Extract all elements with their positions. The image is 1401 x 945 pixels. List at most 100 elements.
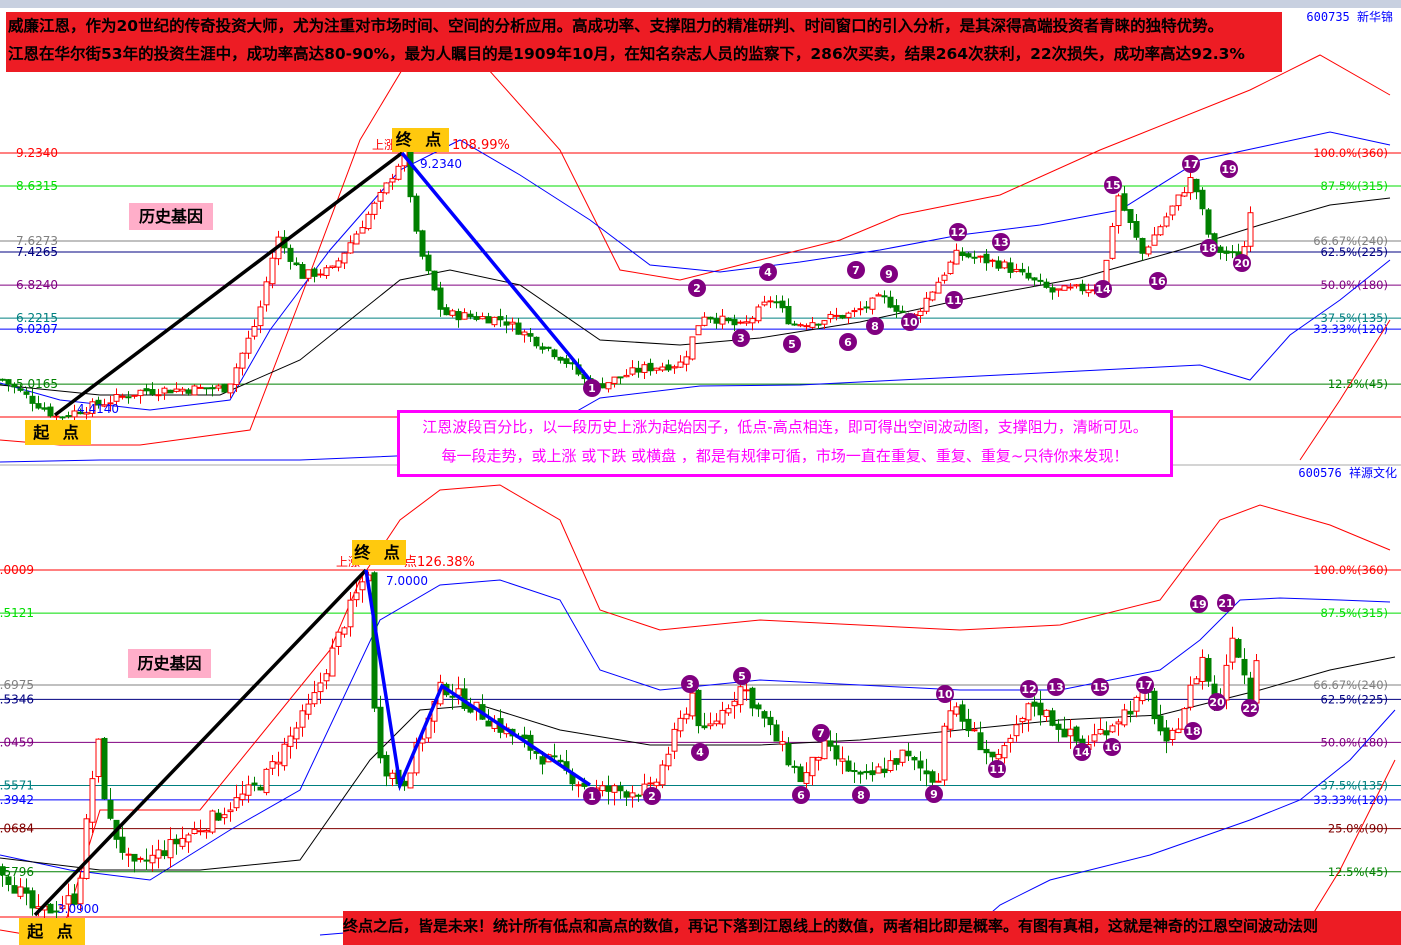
candle-body xyxy=(1187,684,1194,708)
candle-body xyxy=(269,761,276,769)
panel-bottom: 7.0009 100.0%(360) 6.5121 87.5%(315) 5.6975 6… xyxy=(0,484,1401,941)
candle-body xyxy=(881,295,888,298)
candlestick xyxy=(323,669,330,690)
candle-body xyxy=(1139,237,1146,254)
marker-number: 6 xyxy=(844,336,852,349)
candle-body xyxy=(353,233,360,245)
candlestick xyxy=(1229,626,1236,670)
candle-body xyxy=(131,394,138,397)
candlestick xyxy=(665,746,672,771)
candle-body xyxy=(1091,734,1098,742)
candlestick xyxy=(743,315,750,326)
candlestick xyxy=(431,270,438,292)
marker-number: 9 xyxy=(930,788,938,801)
wave-point-marker: 5 xyxy=(783,335,801,353)
marker-circle xyxy=(812,724,830,742)
candle-body xyxy=(59,905,66,910)
candlestick xyxy=(1055,719,1062,742)
candle-body xyxy=(647,782,654,785)
candlestick xyxy=(29,887,36,916)
candlestick xyxy=(1133,213,1140,241)
candlestick xyxy=(125,391,132,404)
candle-body xyxy=(785,743,792,766)
candle-body xyxy=(959,251,966,257)
candle-body xyxy=(665,753,672,767)
candlestick xyxy=(1139,237,1146,261)
candlestick xyxy=(1169,205,1176,221)
marker-number: 4 xyxy=(764,266,772,279)
candle-body xyxy=(1001,261,1008,269)
candlestick xyxy=(1037,690,1044,726)
candlestick xyxy=(521,329,528,343)
candle-body xyxy=(677,717,684,732)
candlestick xyxy=(281,737,288,771)
candlestick xyxy=(791,320,798,326)
candle-body xyxy=(701,316,708,326)
candlestick xyxy=(209,384,216,397)
candle-body xyxy=(245,784,252,796)
candle-body xyxy=(1193,678,1200,685)
candle-body xyxy=(1121,193,1128,211)
wave-point-marker: 14 xyxy=(1073,743,1091,761)
candlestick xyxy=(611,376,618,388)
candlestick xyxy=(1217,244,1224,260)
candlestick xyxy=(599,781,606,797)
candle-body xyxy=(173,388,180,392)
level-price-label: 6.8240 xyxy=(16,278,58,292)
candle-body xyxy=(131,853,138,862)
candle-body xyxy=(929,291,936,301)
candle-body xyxy=(359,581,366,591)
candlestick xyxy=(1007,257,1014,279)
candle-body xyxy=(659,764,666,786)
candle-body xyxy=(545,346,552,349)
candlestick xyxy=(467,310,474,320)
candlestick xyxy=(605,382,612,393)
marker-number: 10 xyxy=(937,688,953,701)
candlestick xyxy=(875,763,882,774)
candlestick xyxy=(629,785,636,808)
candlestick xyxy=(785,737,792,767)
candle-body xyxy=(173,838,180,845)
candle-body xyxy=(485,316,492,324)
wave-point-marker: 20 xyxy=(1208,693,1226,711)
candlestick xyxy=(971,721,978,732)
candle-body xyxy=(995,753,1002,760)
candlestick xyxy=(1187,676,1194,711)
candle-body xyxy=(161,850,168,857)
candle-body xyxy=(875,294,882,297)
candlestick xyxy=(707,316,714,324)
candle-body xyxy=(323,267,330,276)
candle-body xyxy=(515,322,522,335)
candle-body xyxy=(617,786,624,792)
candle-body xyxy=(773,301,780,304)
candlestick xyxy=(47,403,54,418)
candle-body xyxy=(431,270,438,291)
candle-body xyxy=(473,316,480,320)
candlestick xyxy=(353,230,360,245)
candle-body xyxy=(875,766,882,774)
candle-body xyxy=(11,384,18,388)
candle-body xyxy=(65,415,72,418)
candle-body xyxy=(839,314,846,319)
candlestick xyxy=(1109,723,1116,734)
marker-circle xyxy=(988,760,1006,778)
candlestick xyxy=(29,388,36,412)
candlestick xyxy=(923,291,930,315)
candle-body xyxy=(179,837,186,847)
marker-number: 15 xyxy=(1105,179,1120,192)
candle-body xyxy=(977,255,984,258)
marker-circle xyxy=(1020,680,1038,698)
candle-body xyxy=(1229,637,1236,663)
candlestick xyxy=(341,626,348,638)
candlestick xyxy=(611,783,618,806)
candle-body xyxy=(1067,286,1074,289)
candle-body xyxy=(1109,725,1116,733)
candlestick xyxy=(713,312,720,329)
candlestick xyxy=(815,756,822,771)
candle-body xyxy=(1109,226,1116,259)
candle-body xyxy=(899,749,906,763)
wave-point-marker: 5 xyxy=(733,667,751,685)
candle-body xyxy=(983,253,990,264)
candlestick xyxy=(53,901,60,921)
candlestick xyxy=(1061,716,1068,738)
